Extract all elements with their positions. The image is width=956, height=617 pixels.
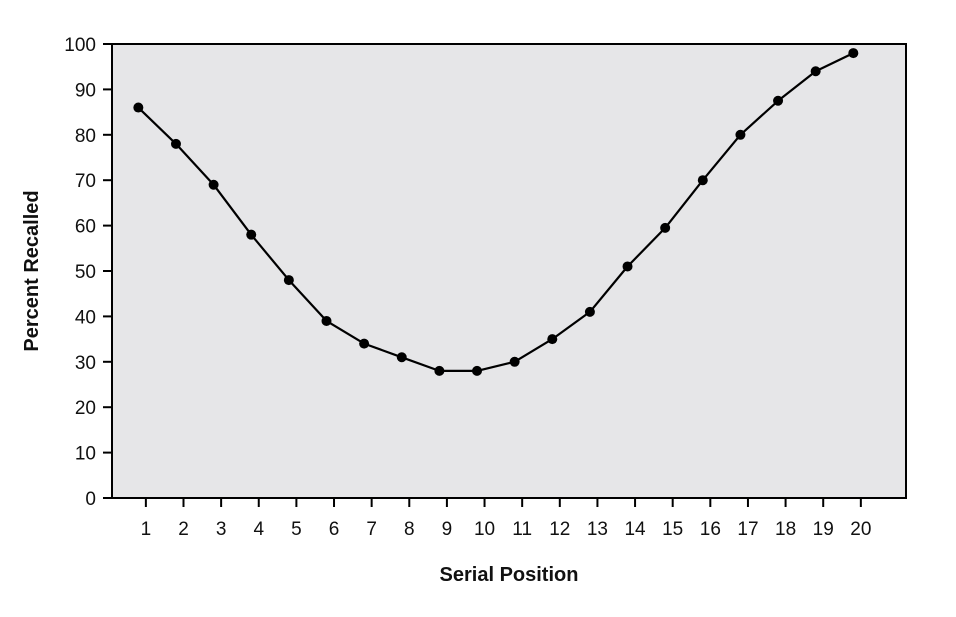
- y-tick-label: 70: [75, 171, 96, 192]
- x-tick-label: 18: [775, 519, 796, 540]
- y-tick-label: 0: [85, 489, 96, 510]
- x-tick-label: 14: [624, 519, 646, 540]
- data-point: [547, 334, 558, 345]
- x-tick-label: 13: [587, 519, 608, 540]
- data-point: [396, 352, 407, 363]
- data-point: [246, 229, 257, 240]
- data-point: [170, 138, 181, 149]
- y-tick-label: 40: [75, 307, 96, 328]
- x-tick-label: 6: [329, 519, 340, 540]
- data-point: [735, 129, 746, 140]
- x-tick-label: 1: [141, 519, 152, 540]
- data-point: [359, 338, 370, 349]
- data-point: [434, 365, 445, 376]
- y-axis: 0 10 20 30 40 50 60 70 80 90 100: [64, 35, 112, 510]
- data-point: [472, 365, 483, 376]
- series-line: [137, 52, 854, 372]
- x-axis-title: Serial Position: [440, 564, 579, 586]
- x-tick-label: 4: [253, 519, 264, 540]
- y-tick-label: 90: [75, 80, 96, 101]
- data-point: [773, 95, 784, 106]
- x-tick-label: 10: [474, 519, 495, 540]
- x-tick-label: 16: [700, 519, 721, 540]
- x-tick-label: 9: [442, 519, 453, 540]
- data-point: [133, 102, 144, 113]
- x-tick-label: 2: [178, 519, 189, 540]
- data-point: [810, 66, 821, 77]
- data-point: [321, 315, 332, 326]
- x-tick-label: 15: [662, 519, 683, 540]
- x-tick-label: 19: [813, 519, 834, 540]
- data-point: [622, 261, 633, 272]
- y-tick-label: 80: [75, 126, 96, 147]
- x-tick-label: 11: [512, 519, 532, 540]
- data-point: [509, 356, 520, 367]
- x-tick-label: 8: [404, 519, 415, 540]
- y-tick-label: 30: [75, 353, 96, 374]
- y-axis-title: Percent Recalled: [21, 190, 43, 351]
- y-tick-label: 50: [75, 262, 96, 283]
- y-tick-label: 20: [75, 398, 96, 419]
- x-tick-label: 20: [850, 519, 871, 540]
- x-tick-label: 3: [216, 519, 227, 540]
- y-tick-label: 10: [75, 444, 96, 465]
- x-tick-label: 12: [549, 519, 570, 540]
- data-point: [208, 179, 219, 190]
- x-tick-label: 17: [737, 519, 758, 540]
- data-point: [660, 222, 671, 233]
- data-point: [697, 175, 708, 186]
- data-point: [848, 48, 859, 59]
- y-tick-label: 60: [75, 217, 96, 238]
- y-tick-label: 100: [64, 35, 96, 56]
- plot-area: [111, 43, 907, 499]
- data-points: [133, 48, 859, 376]
- x-tick-label: 5: [291, 519, 302, 540]
- x-tick-label: 7: [366, 519, 377, 540]
- data-point: [584, 306, 595, 317]
- data-point: [283, 275, 294, 286]
- x-axis: 1 2 3 4 5 6 7 8 9 10 11 12 13 14 15 16 17 18 19 20: [141, 498, 871, 540]
